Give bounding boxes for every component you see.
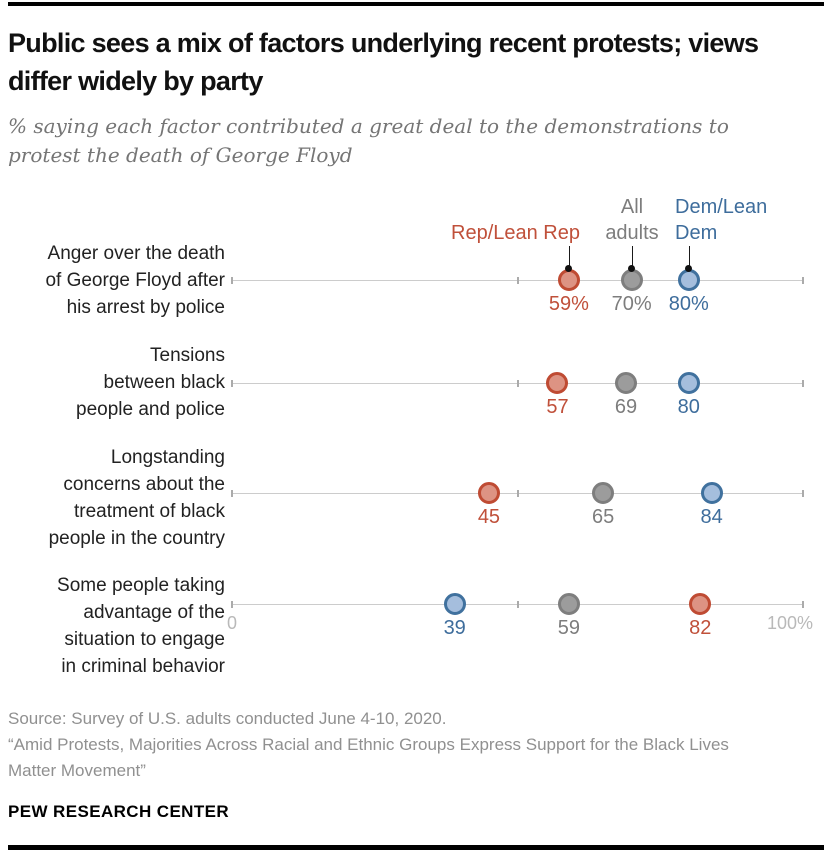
row-label-line: situation to engage (64, 629, 225, 650)
leader-dot (684, 265, 692, 272)
row-label: Longstanding concerns about the treatment … (0, 444, 225, 552)
axis-tick (802, 601, 804, 608)
legend-label-line: adults (605, 222, 659, 244)
legend-label-line: Dem/Lean (675, 196, 768, 218)
value-label-all: 69 (614, 396, 638, 418)
data-dot-all (592, 482, 615, 504)
axis-tick (802, 277, 804, 284)
axis-tick (231, 380, 233, 387)
value-label-dem: 80 (677, 396, 700, 418)
legend-label-rep: Rep/Lean Rep (451, 220, 580, 246)
row-label: Some people taking advantage of the situat… (0, 572, 225, 680)
legend-label-line: Rep/Lean Rep (451, 222, 580, 244)
data-dot-all (614, 372, 637, 394)
axis-tick (231, 490, 233, 497)
data-dot-rep (557, 269, 580, 291)
row-label-line: advantage of the (83, 602, 225, 623)
data-dot-dem (700, 482, 723, 504)
data-dot-all (557, 593, 580, 615)
leader-dot (564, 265, 572, 272)
value-label-all: 59 (557, 617, 580, 639)
axis-max-label: 100% (766, 613, 813, 633)
leader-line (568, 246, 570, 270)
top-divider (8, 2, 824, 6)
axis-min-label: 0 (226, 613, 237, 633)
row-label-line: people and police (76, 399, 225, 420)
data-dot-rep (689, 593, 712, 615)
value-label-all: 65 (592, 506, 615, 528)
leader-dot (627, 265, 635, 272)
bottom-divider (8, 845, 824, 850)
legend-label-line: All (620, 196, 644, 218)
axis-tick (516, 601, 519, 608)
row-label-line: concerns about the (63, 474, 225, 495)
row-label-line: Anger over the death (47, 243, 225, 264)
legend-label-all: All adults (572, 194, 692, 246)
row-label-line: Some people taking (57, 575, 225, 596)
axis-tick (231, 601, 233, 608)
row-label: Anger over the death of George Floyd afte… (0, 240, 225, 321)
axis-tick (231, 277, 233, 284)
value-label-dem: 39 (443, 617, 466, 639)
row-label-line: treatment of black (73, 501, 225, 522)
data-dot-dem (677, 269, 700, 291)
data-dot-rep (477, 482, 500, 504)
legend-label-dem: Dem/Lean Dem (675, 194, 767, 246)
axis-tick (516, 277, 519, 284)
value-label-rep: 59% (548, 293, 589, 315)
row-label-line: Longstanding (110, 447, 225, 468)
value-label-rep: 45 (477, 506, 501, 528)
row-label-line: people in the country (48, 528, 225, 549)
row-label-line: between black (103, 372, 225, 393)
axis-tick (516, 380, 519, 387)
axis-tick (516, 490, 519, 497)
footer: Source: Survey of U.S. adults conducted … (8, 706, 798, 784)
source-text: Source: Survey of U.S. adults conducted … (8, 709, 447, 728)
data-dot-dem (677, 372, 700, 394)
chart-title: Public sees a mix of factors underlying … (8, 28, 759, 96)
axis-tick (802, 380, 804, 387)
value-label-dem: 84 (700, 506, 723, 528)
brand-text: PEW RESEARCH CENTER (8, 802, 230, 821)
axis-tick (802, 490, 804, 497)
report-title-text: “Amid Protests, Majorities Across Racial… (8, 735, 729, 780)
chart-subtitle: % saying each factor contributed a great… (8, 114, 729, 167)
value-label-all: 70% (611, 293, 652, 315)
data-dot-rep (546, 372, 569, 394)
value-label-dem: 80% (668, 293, 709, 315)
data-dot-dem (443, 593, 466, 615)
data-dot-all (620, 269, 643, 291)
row-label-line: Tensions (150, 345, 225, 366)
leader-line (631, 246, 633, 270)
row-label-line: his arrest by police (66, 297, 225, 318)
value-label-rep: 57 (546, 396, 569, 418)
row-label-line: of George Floyd after (45, 270, 225, 291)
row-label: Tensions between black people and police (0, 342, 225, 423)
legend-label-line: Dem (675, 222, 718, 244)
leader-line (688, 246, 690, 270)
value-label-rep: 82 (689, 617, 712, 639)
row-label-line: in criminal behavior (61, 656, 225, 677)
